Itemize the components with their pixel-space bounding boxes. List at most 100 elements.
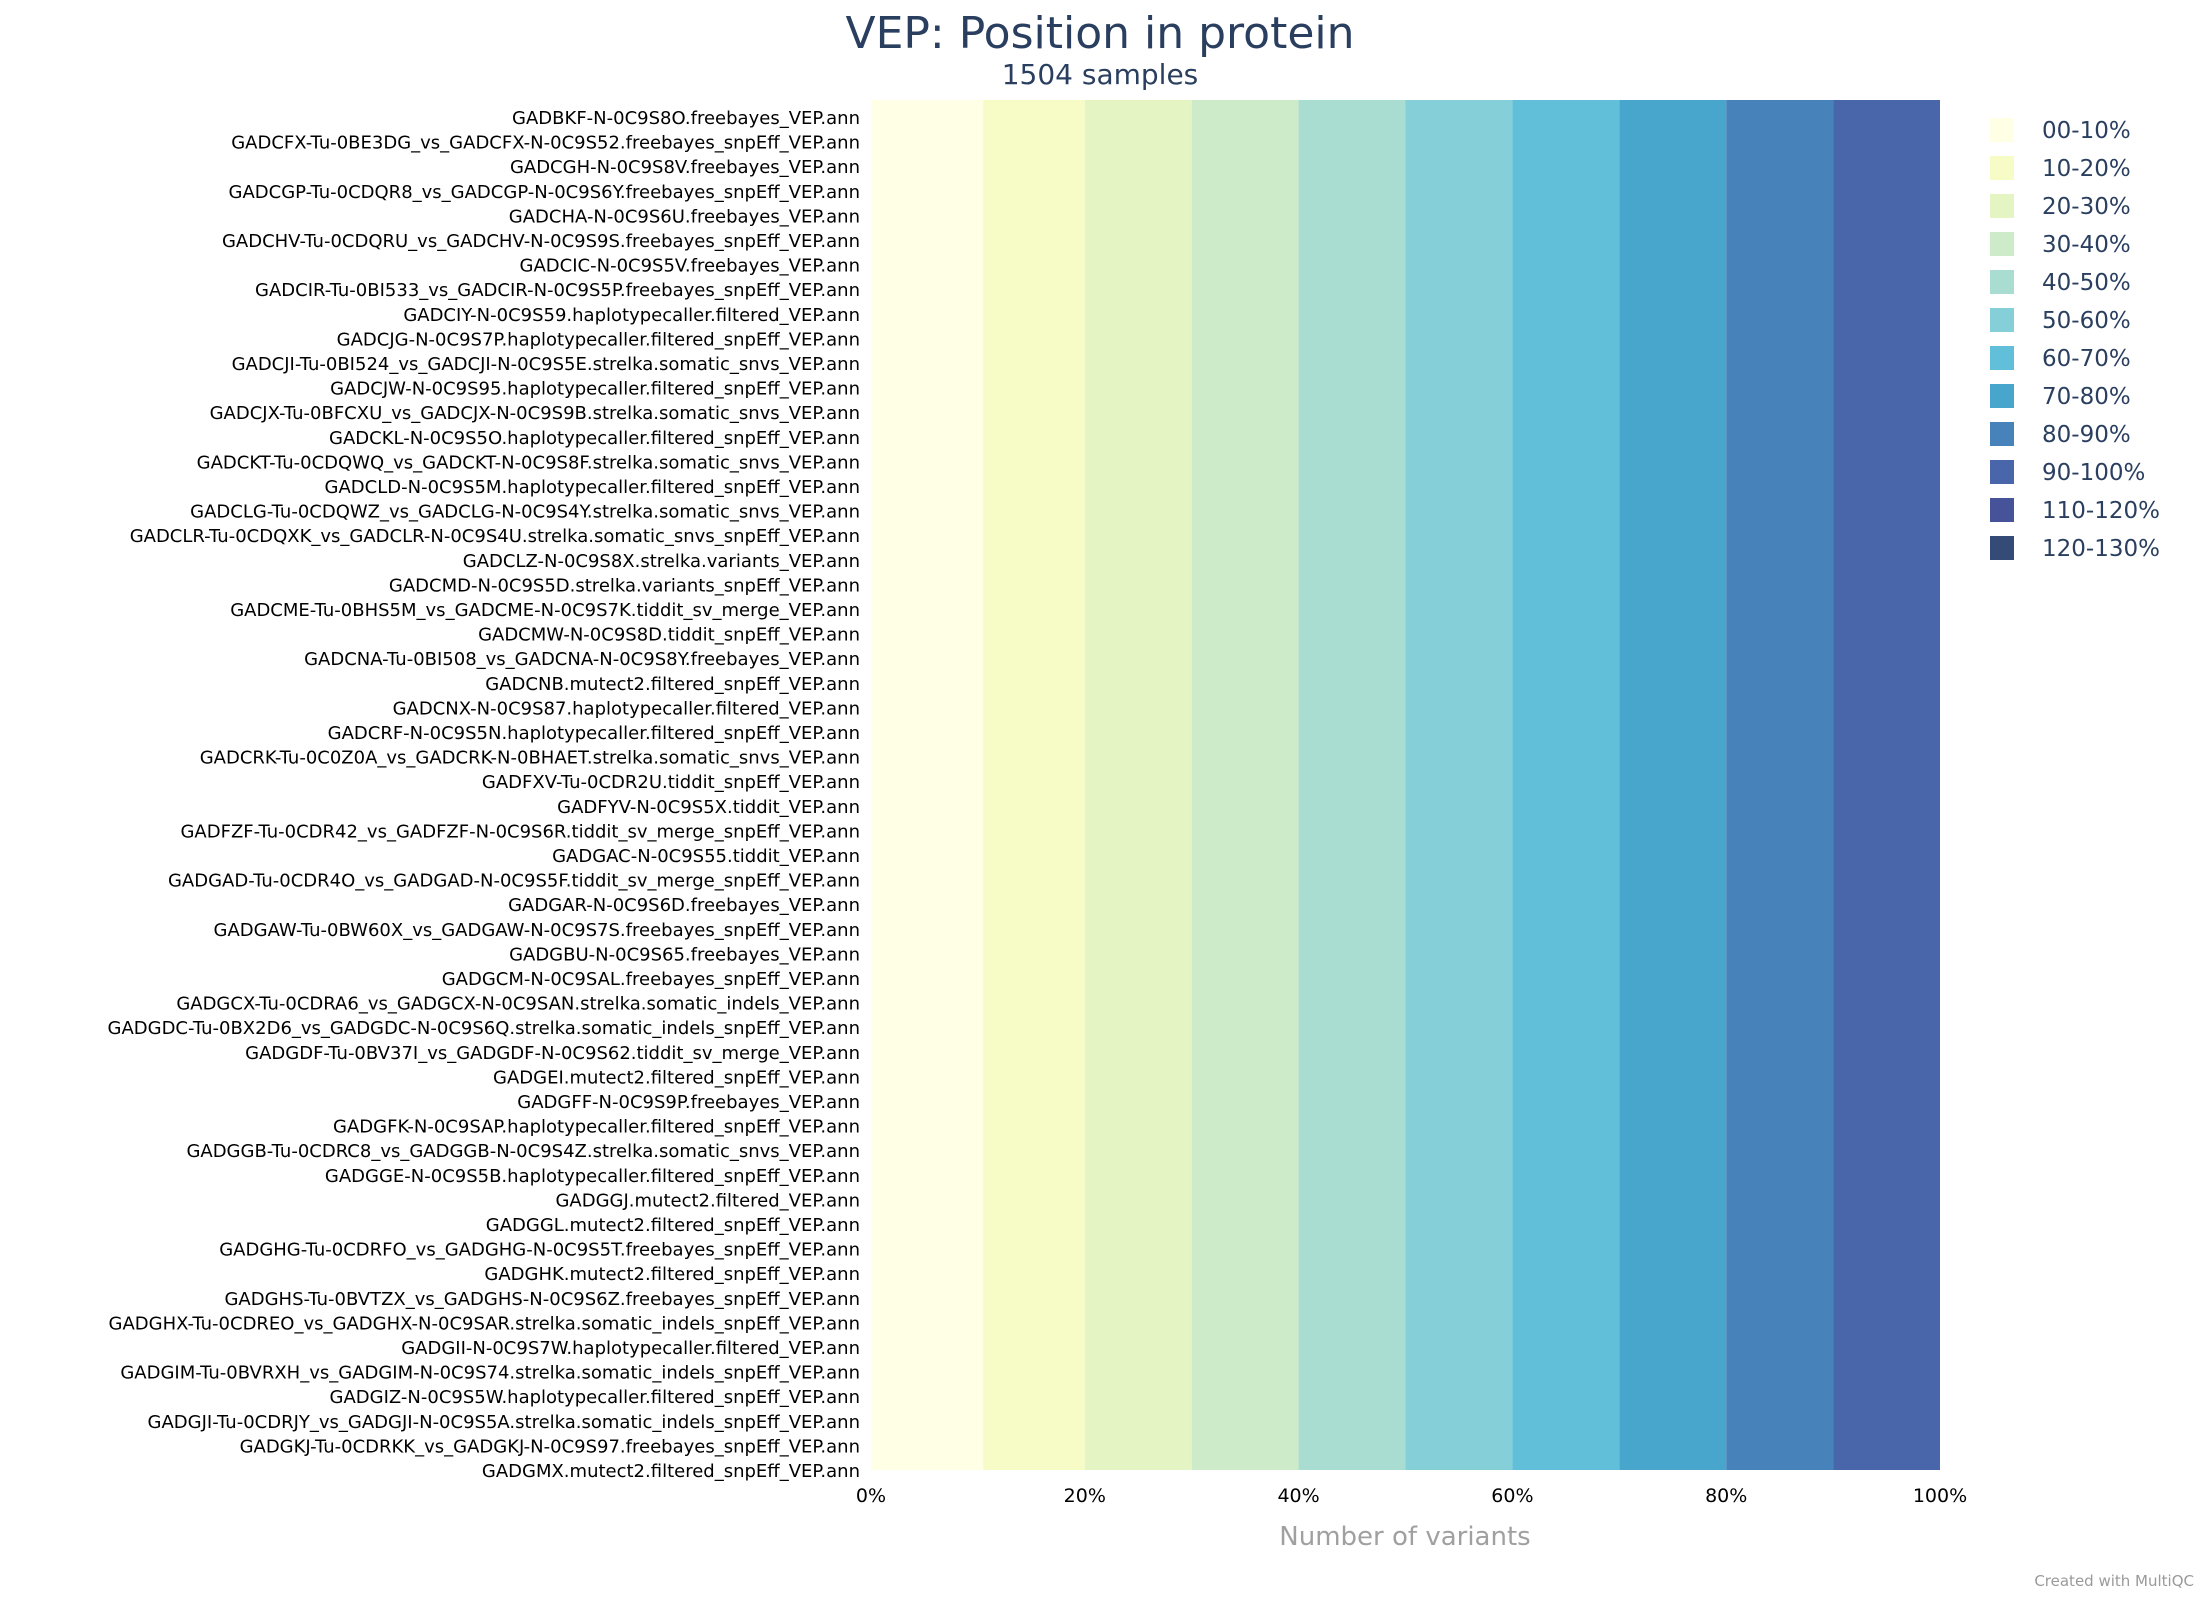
- bar-segment-70-80%[interactable]: [1619, 100, 1727, 1470]
- legend-swatch: [1990, 118, 2014, 142]
- category-label: GADGHS-Tu-0BVTZX_vs_GADGHS-N-0C9S6Z.free…: [224, 1289, 860, 1310]
- category-label: GADBKF-N-0C9S8O.freebayes_VEP.ann: [512, 108, 860, 129]
- category-label: GADGGJ.mutect2.filtered_VEP.ann: [555, 1190, 860, 1211]
- legend-swatch: [1990, 498, 2014, 522]
- category-label: GADCRK-Tu-0C0Z0A_vs_GADCRK-N-0BHAET.stre…: [200, 748, 860, 769]
- category-label: GADCMW-N-0C9S8D.tiddit_snpEff_VEP.ann: [478, 625, 860, 646]
- category-label: GADCJG-N-0C9S7P.haplotypecaller.filtered…: [337, 329, 860, 350]
- legend-item[interactable]: 10-20%: [2042, 156, 2131, 182]
- category-label: GADFZF-Tu-0CDR42_vs_GADFZF-N-0C9S6R.tidd…: [180, 821, 860, 842]
- legend-item[interactable]: 60-70%: [2042, 346, 2131, 372]
- legend-item[interactable]: 20-30%: [2042, 194, 2131, 220]
- category-label: GADGFF-N-0C9S9P.freebayes_VEP.ann: [517, 1092, 860, 1113]
- legend-swatch: [1990, 308, 2014, 332]
- bar-segment-00-10%[interactable]: [871, 100, 984, 1470]
- category-label: GADCHA-N-0C9S6U.freebayes_VEP.ann: [509, 206, 860, 227]
- category-label: GADGDF-Tu-0BV37I_vs_GADGDF-N-0C9S62.tidd…: [245, 1043, 860, 1064]
- category-label: GADCIC-N-0C9S5V.freebayes_VEP.ann: [520, 256, 860, 277]
- x-tick-label: 60%: [1491, 1485, 1533, 1507]
- category-label: GADCIR-Tu-0BI533_vs_GADCIR-N-0C9S5P.free…: [255, 280, 860, 301]
- category-label: GADGIZ-N-0C9S5W.haplotypecaller.filtered…: [330, 1387, 860, 1408]
- category-label: GADGIM-Tu-0BVRXH_vs_GADGIM-N-0C9S74.stre…: [120, 1363, 860, 1384]
- category-label: GADFXV-Tu-0CDR2U.tiddit_snpEff_VEP.ann: [482, 772, 860, 793]
- category-labels: GADBKF-N-0C9S8O.freebayes_VEP.ann GADCFX-…: [108, 108, 861, 1482]
- category-label: GADGBU-N-0C9S65.freebayes_VEP.ann: [509, 944, 860, 965]
- x-tick-label: 20%: [1064, 1485, 1106, 1507]
- category-label: GADGMX.mutect2.filtered_snpEff_VEP.ann: [482, 1461, 860, 1482]
- legend-swatch: [1990, 270, 2014, 294]
- category-label: GADCGP-Tu-0CDQR8_vs_GADCGP-N-0C9S6Y.free…: [229, 182, 860, 203]
- x-tick-label: 100%: [1913, 1485, 1967, 1507]
- legend-item[interactable]: 110-120%: [2042, 498, 2160, 524]
- x-tick-label: 0%: [856, 1485, 886, 1507]
- category-label: GADCJX-Tu-0BFCXU_vs_GADCJX-N-0C9S9B.stre…: [210, 403, 860, 424]
- legend-item[interactable]: 80-90%: [2042, 422, 2131, 448]
- chart-subtitle: 1504 samples: [1001, 58, 1199, 91]
- legend-swatch: [1990, 156, 2014, 180]
- category-label: GADCJI-Tu-0BI524_vs_GADCJI-N-0C9S5E.stre…: [232, 354, 860, 375]
- bar-segment-80-90%[interactable]: [1726, 100, 1834, 1470]
- legend-swatch: [1990, 346, 2014, 370]
- category-label: GADGCX-Tu-0CDRA6_vs_GADGCX-N-0C9SAN.stre…: [176, 994, 860, 1015]
- legend-swatch: [1990, 460, 2014, 484]
- category-label: GADCNB.mutect2.filtered_snpEff_VEP.ann: [485, 674, 860, 695]
- category-label: GADCLR-Tu-0CDQXK_vs_GADCLR-N-0C9S4U.stre…: [130, 526, 860, 547]
- legend-item[interactable]: 00-10%: [2042, 118, 2131, 144]
- chart-title: VEP: Position in protein: [845, 8, 1355, 59]
- bar-segment-30-40%[interactable]: [1191, 100, 1299, 1470]
- category-label: GADCLZ-N-0C9S8X.strelka.variants_VEP.ann: [463, 551, 860, 572]
- category-label: GADGJI-Tu-0CDRJY_vs_GADGJI-N-0C9S5A.stre…: [148, 1412, 861, 1433]
- category-label: GADGAR-N-0C9S6D.freebayes_VEP.ann: [508, 895, 860, 916]
- x-axis-title: Number of variants: [1279, 1522, 1530, 1552]
- legend-swatch: [1990, 384, 2014, 408]
- bar-segment-20-30%[interactable]: [1084, 100, 1192, 1470]
- category-label: GADCFX-Tu-0BE3DG_vs_GADCFX-N-0C9S52.free…: [231, 133, 860, 154]
- category-label: GADCRF-N-0C9S5N.haplotypecaller.filtered…: [328, 723, 860, 744]
- bar-segment-40-50%[interactable]: [1298, 100, 1406, 1470]
- category-label: GADCIY-N-0C9S59.haplotypecaller.filtered…: [403, 305, 860, 326]
- bar-segment-60-70%[interactable]: [1512, 100, 1620, 1470]
- x-tick-label: 80%: [1705, 1485, 1747, 1507]
- category-label: GADGII-N-0C9S7W.haplotypecaller.filtered…: [401, 1338, 860, 1359]
- category-label: GADCJW-N-0C9S95.haplotypecaller.filtered…: [330, 379, 860, 400]
- category-label: GADGHG-Tu-0CDRFO_vs_GADGHG-N-0C9S5T.free…: [219, 1240, 860, 1261]
- category-label: GADGGB-Tu-0CDRC8_vs_GADGGB-N-0C9S4Z.stre…: [186, 1141, 860, 1162]
- legend-item[interactable]: 120-130%: [2042, 536, 2160, 562]
- bar-segment-10-20%[interactable]: [983, 100, 1085, 1470]
- legend-item[interactable]: 70-80%: [2042, 384, 2131, 410]
- category-label: GADCNX-N-0C9S87.haplotypecaller.filtered…: [393, 698, 860, 719]
- category-label: GADCKL-N-0C9S5O.haplotypecaller.filtered…: [329, 428, 860, 449]
- category-label: GADCHV-Tu-0CDQRU_vs_GADCHV-N-0C9S9S.free…: [222, 231, 860, 252]
- category-label: GADCGH-N-0C9S8V.freebayes_VEP.ann: [510, 157, 860, 178]
- category-label: GADFYV-N-0C9S5X.tiddit_VEP.ann: [557, 797, 860, 818]
- multiqc-credit: Created with MultiQC: [2034, 1572, 2194, 1590]
- category-label: GADGGL.mutect2.filtered_snpEff_VEP.ann: [486, 1215, 860, 1236]
- x-tick-label: 40%: [1277, 1485, 1319, 1507]
- category-label: GADGDC-Tu-0BX2D6_vs_GADGDC-N-0C9S6Q.stre…: [108, 1018, 861, 1039]
- category-label: GADCME-Tu-0BHS5M_vs_GADCME-N-0C9S7K.tidd…: [230, 600, 860, 621]
- legend-item[interactable]: 40-50%: [2042, 270, 2131, 296]
- legend-swatch: [1990, 194, 2014, 218]
- category-label: GADGAC-N-0C9S55.tiddit_VEP.ann: [552, 846, 860, 867]
- legend-item[interactable]: 30-40%: [2042, 232, 2131, 258]
- bar-segment-90-100%[interactable]: [1833, 100, 1940, 1470]
- category-label: GADCLG-Tu-0CDQWZ_vs_GADCLG-N-0C9S4Y.stre…: [190, 502, 860, 523]
- category-label: GADGGE-N-0C9S5B.haplotypecaller.filtered…: [325, 1166, 860, 1187]
- category-label: GADGHK.mutect2.filtered_snpEff_VEP.ann: [484, 1264, 860, 1285]
- category-label: GADCNA-Tu-0BI508_vs_GADCNA-N-0C9S8Y.free…: [304, 649, 860, 670]
- legend-swatch: [1990, 422, 2014, 446]
- category-label: GADGHX-Tu-0CDREO_vs_GADGHX-N-0C9SAR.stre…: [109, 1313, 861, 1334]
- category-label: GADGKJ-Tu-0CDRKK_vs_GADGKJ-N-0C9S97.free…: [240, 1436, 860, 1457]
- legend-swatch: [1990, 536, 2014, 560]
- category-label: GADGFK-N-0C9SAP.haplotypecaller.filtered…: [333, 1117, 860, 1138]
- legend: 00-10% 10-20% 20-30% 30-40% 40-50% 50-60% 60-7…: [1990, 118, 2160, 562]
- category-label: GADCKT-Tu-0CDQWQ_vs_GADCKT-N-0C9S8F.stre…: [197, 452, 860, 473]
- category-label: GADCMD-N-0C9S5D.strelka.variants_snpEff_…: [389, 575, 860, 596]
- legend-item[interactable]: 50-60%: [2042, 308, 2131, 334]
- category-label: GADCLD-N-0C9S5M.haplotypecaller.filtered…: [325, 477, 860, 498]
- legend-swatch: [1990, 232, 2014, 256]
- bar-segment-50-60%[interactable]: [1405, 100, 1513, 1470]
- legend-item[interactable]: 90-100%: [2042, 460, 2145, 486]
- category-label: GADGAW-Tu-0BW60X_vs_GADGAW-N-0C9S7S.free…: [214, 920, 860, 941]
